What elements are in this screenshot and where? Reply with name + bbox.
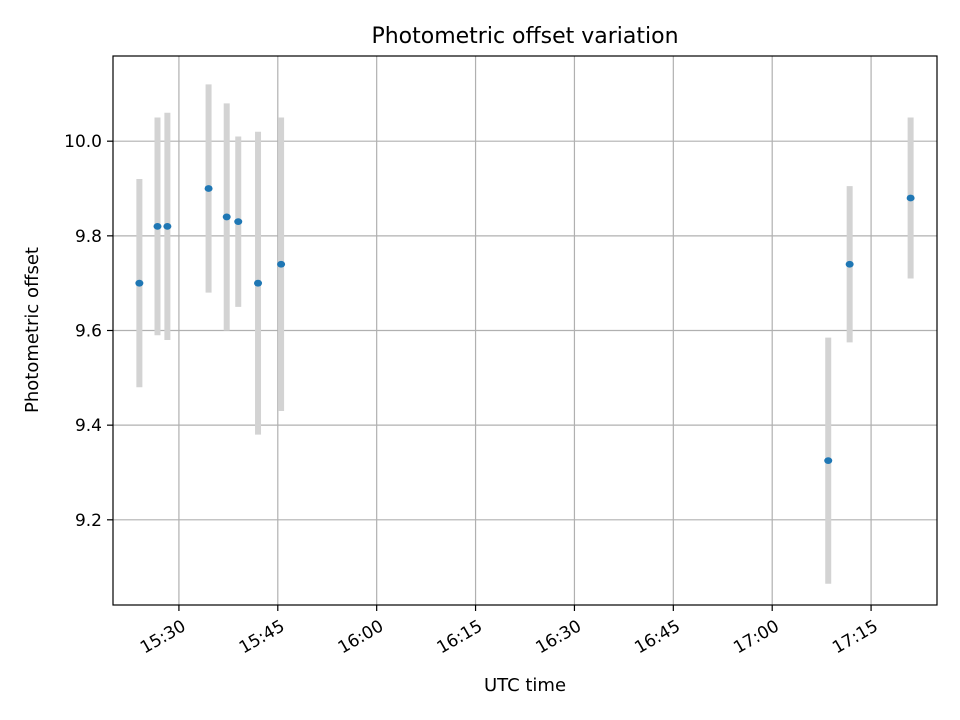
data-point xyxy=(204,185,213,192)
data-point xyxy=(135,279,144,287)
y-tick-label: 10.0 xyxy=(64,132,102,152)
data-point xyxy=(845,260,854,268)
y-tick-label: 9.6 xyxy=(75,322,102,342)
data-points xyxy=(135,185,915,465)
data-point xyxy=(153,222,162,230)
grid xyxy=(113,56,937,605)
data-point xyxy=(254,279,263,287)
x-axis-label: UTC time xyxy=(484,675,566,696)
data-point xyxy=(234,218,243,226)
data-point xyxy=(277,260,286,268)
data-point xyxy=(824,457,833,465)
data-point xyxy=(163,222,172,230)
y-axis-label: Photometric offset xyxy=(22,247,43,413)
data-point xyxy=(222,213,231,221)
y-tick-label: 9.4 xyxy=(75,416,102,436)
y-tick-label: 9.8 xyxy=(75,227,102,247)
y-tick-label: 9.2 xyxy=(75,511,102,531)
data-point xyxy=(906,194,915,202)
chart-title: Photometric offset variation xyxy=(371,24,678,49)
